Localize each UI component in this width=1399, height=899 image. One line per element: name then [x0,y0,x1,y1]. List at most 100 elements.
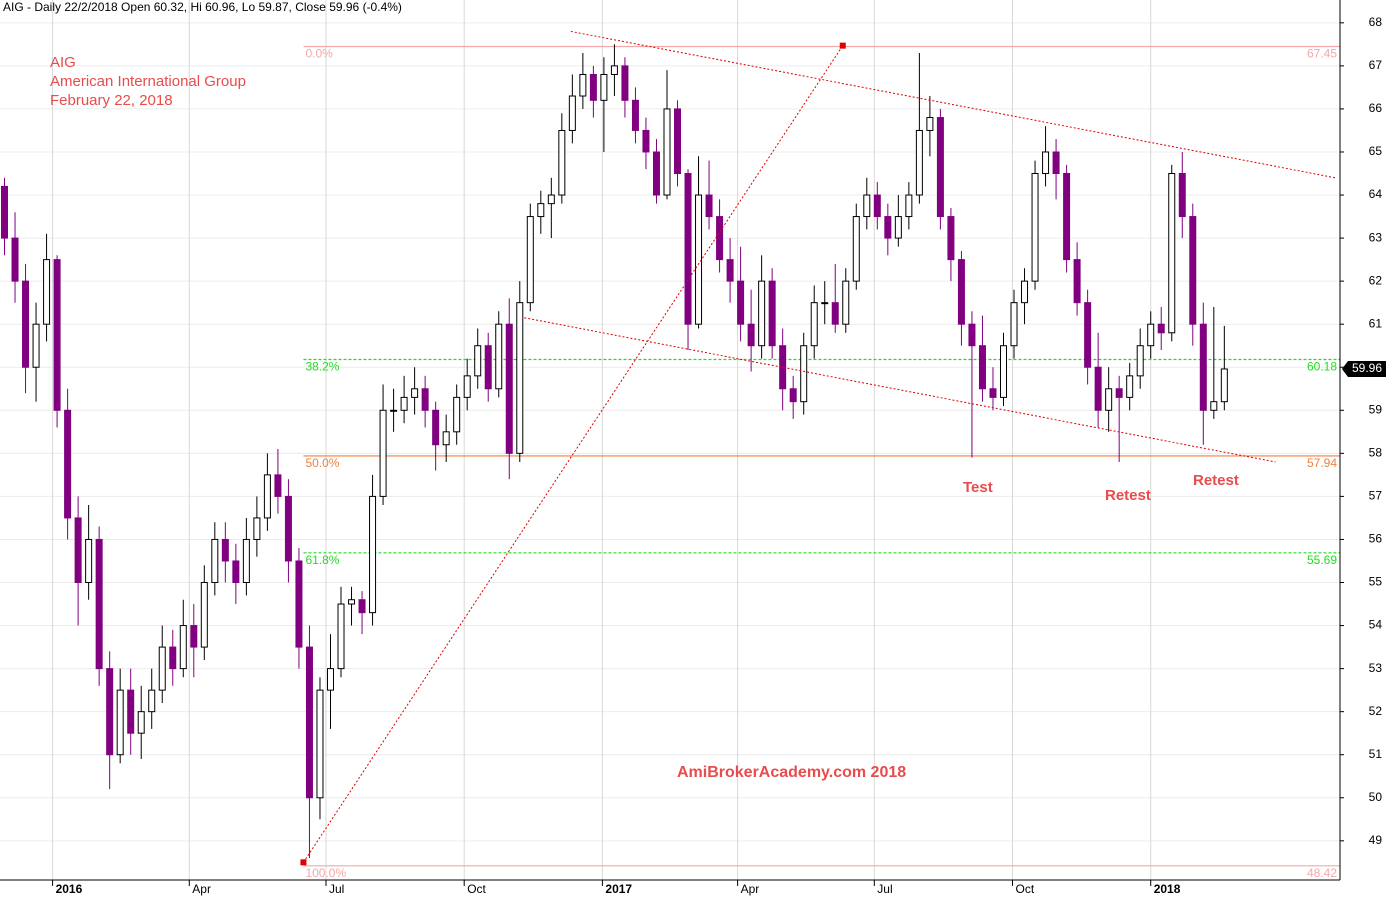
candle-body [64,409,72,519]
annotation: February 22, 2018 [50,92,173,109]
candle-body [747,323,755,347]
candle-body [716,216,724,261]
y-tick-label: 67 [1369,58,1383,72]
candle-body [474,345,482,377]
candle-body [95,538,103,670]
price-tag [1342,360,1386,377]
candle-body [1084,302,1092,368]
candle-body [1178,173,1186,218]
x-tick-label: 2017 [605,882,632,896]
candle-body [516,302,524,454]
candle-body [726,259,734,282]
candle-body [390,409,398,412]
candle-body [947,216,955,261]
candle-body [484,345,492,390]
x-tick-label: 2016 [56,882,83,896]
candle-body [495,323,503,390]
candle-body [800,345,808,403]
candle-body [421,388,429,411]
candle-body [547,194,555,205]
y-tick-label: 55 [1369,575,1383,589]
candle-body [1094,366,1102,411]
y-tick-label: 53 [1369,661,1383,675]
header: AIG - Daily 22/2/2018 Open 60.32, Hi 60.… [3,0,402,14]
candle-body [936,117,944,218]
y-tick-label: 68 [1369,15,1383,29]
x-tick-label: Oct [1016,882,1035,896]
candle-body [1010,302,1018,347]
y-tick-label: 57 [1369,489,1383,503]
candle-body [631,99,639,131]
candle-body [284,495,292,562]
candle-body [158,646,166,691]
candle-body [200,582,208,648]
y-tick-label: 65 [1369,144,1383,158]
x-tick-label: Apr [192,882,211,896]
x-tick-label: Jul [329,882,344,896]
candle-body [221,538,229,562]
candle-body [705,194,713,218]
y-tick-label: 59 [1369,402,1383,416]
annotation: American International Group [50,73,246,90]
candle-body [873,194,881,218]
candle-body [1021,280,1029,304]
candle-body [926,117,934,131]
candle-body [642,129,650,153]
candle-body [316,689,324,799]
y-tick-label: 49 [1369,833,1383,847]
candle-body [821,302,829,305]
trendline [570,30,1336,179]
candle-body [453,396,461,433]
y-tick-label: 51 [1369,747,1383,761]
candle-body [1157,323,1165,334]
fib-value: 48.42 [1307,866,1337,880]
candle-body [348,599,356,605]
candle-body [85,538,93,584]
trendline [524,317,1276,463]
y-tick-label: 52 [1369,704,1383,718]
candle-body [127,689,135,734]
candle-body [589,73,597,101]
candle-body [1063,173,1071,261]
candle-body [600,73,608,101]
candle-body [263,474,271,519]
candle-body [695,194,703,325]
candle-body [1189,216,1197,325]
candle-body [1210,401,1218,411]
candle-body [369,495,377,614]
candle-body [915,129,923,196]
y-tick-label: 56 [1369,532,1383,546]
fib-percent: 61.8% [305,553,339,567]
candle-body [148,689,156,713]
trendline [303,45,844,863]
y-tick-label: 64 [1369,187,1383,201]
candle-body [737,280,745,325]
candle-body [1136,345,1144,377]
candle-body [305,646,313,799]
fib-percent: 0.0% [305,47,333,61]
candle-body [568,95,576,131]
x-tick-label: Apr [741,882,760,896]
fib-percent: 100.0% [305,866,346,880]
candle-body [1147,323,1155,347]
candle-body [789,388,797,403]
candle-body [684,173,692,325]
candle-body [1105,388,1113,411]
candle-body [1052,151,1060,175]
y-tick-label: 66 [1369,101,1383,115]
fib-percent: 50.0% [305,456,339,470]
candle-body [463,375,471,398]
candle-body [190,625,198,648]
candle-body [169,646,177,670]
fib-value: 60.18 [1307,360,1337,374]
candle-body [526,216,534,304]
x-tick-label: 2018 [1154,882,1181,896]
trendlines [300,30,1336,866]
candle-body [106,668,114,756]
candle-body [610,65,618,75]
candle-body [1199,323,1207,411]
candle-body [22,280,30,368]
candle-body [53,259,61,411]
